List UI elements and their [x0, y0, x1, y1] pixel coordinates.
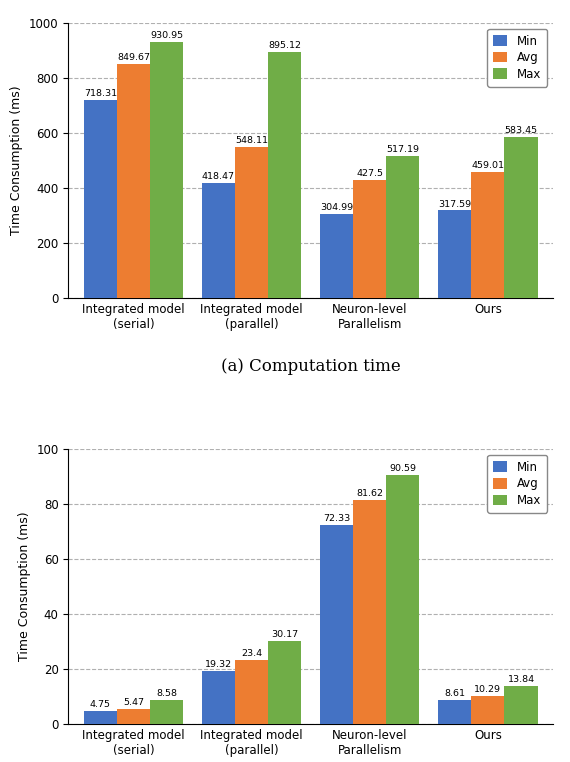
- Bar: [504, 137, 538, 298]
- Y-axis label: Time Consumption (ms): Time Consumption (ms): [18, 511, 31, 661]
- Bar: [386, 155, 420, 298]
- Text: (a) Computation time: (a) Computation time: [221, 358, 401, 375]
- Text: 459.01: 459.01: [471, 161, 504, 170]
- Text: 13.84: 13.84: [507, 675, 535, 684]
- Bar: [504, 686, 538, 724]
- Bar: [202, 183, 235, 298]
- Text: 849.67: 849.67: [117, 53, 150, 62]
- Bar: [268, 641, 301, 724]
- Bar: [353, 500, 386, 724]
- Text: 583.45: 583.45: [504, 126, 538, 136]
- Text: 23.4: 23.4: [241, 648, 262, 658]
- Bar: [386, 475, 420, 724]
- Bar: [438, 700, 471, 724]
- Text: 930.95: 930.95: [150, 31, 183, 40]
- Text: 304.99: 304.99: [320, 203, 353, 212]
- Bar: [320, 525, 353, 724]
- Text: 72.33: 72.33: [323, 514, 351, 523]
- Text: 19.32: 19.32: [205, 660, 232, 669]
- Bar: [84, 711, 117, 724]
- Legend: Min, Avg, Max: Min, Avg, Max: [487, 29, 547, 87]
- Bar: [438, 210, 471, 298]
- Text: 8.58: 8.58: [156, 690, 177, 699]
- Text: 895.12: 895.12: [268, 41, 301, 50]
- Text: 517.19: 517.19: [386, 145, 420, 154]
- Text: 4.75: 4.75: [90, 700, 111, 709]
- Bar: [353, 181, 386, 298]
- Text: 418.47: 418.47: [202, 171, 235, 181]
- Text: 5.47: 5.47: [123, 698, 144, 707]
- Bar: [471, 696, 504, 724]
- Bar: [471, 171, 504, 298]
- Bar: [84, 101, 117, 298]
- Bar: [202, 671, 235, 724]
- Text: 317.59: 317.59: [438, 200, 471, 209]
- Text: 10.29: 10.29: [474, 685, 502, 693]
- Bar: [117, 64, 150, 298]
- Bar: [320, 214, 353, 298]
- Text: 427.5: 427.5: [356, 169, 383, 178]
- Text: 90.59: 90.59: [389, 464, 416, 473]
- Bar: [117, 709, 150, 724]
- Text: 8.61: 8.61: [445, 690, 465, 698]
- Bar: [150, 700, 183, 724]
- Text: 81.62: 81.62: [356, 488, 383, 498]
- Bar: [268, 52, 301, 298]
- Text: 30.17: 30.17: [271, 630, 298, 639]
- Bar: [235, 660, 268, 724]
- Text: 548.11: 548.11: [235, 136, 268, 146]
- Bar: [235, 147, 268, 298]
- Legend: Min, Avg, Max: Min, Avg, Max: [487, 455, 547, 513]
- Text: 718.31: 718.31: [84, 89, 117, 98]
- Bar: [150, 42, 183, 298]
- Y-axis label: Time Consumption (ms): Time Consumption (ms): [10, 85, 23, 235]
